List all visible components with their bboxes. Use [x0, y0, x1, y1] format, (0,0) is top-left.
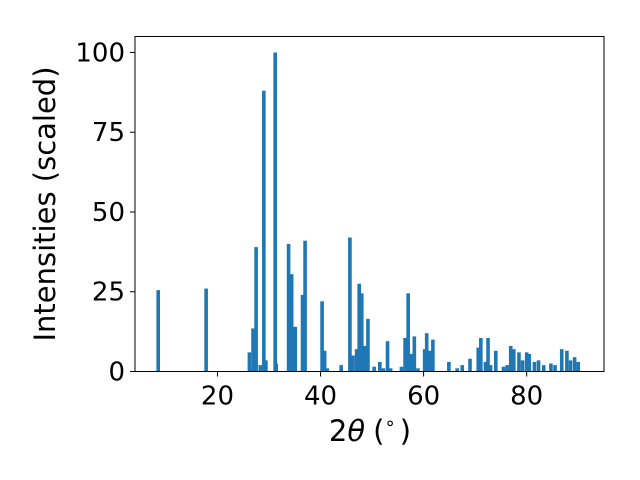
bar: [568, 360, 573, 372]
bar: [357, 283, 361, 372]
bar: [385, 341, 390, 372]
bar: [428, 350, 432, 372]
bars: [156, 52, 581, 372]
plot-frame: [134, 36, 605, 372]
bar: [572, 357, 577, 372]
bar: [300, 294, 305, 372]
bar: [565, 350, 569, 372]
y-tick-label: 25: [92, 278, 125, 308]
bar: [274, 363, 279, 372]
bar: [416, 368, 420, 372]
bar: [493, 350, 498, 372]
bar: [532, 361, 537, 372]
bar: [460, 365, 465, 372]
bar: [289, 274, 294, 372]
bar: [541, 365, 546, 372]
bar: [251, 328, 255, 372]
bar: [372, 366, 376, 372]
bar: [553, 365, 557, 372]
bar: [501, 366, 506, 372]
bar: [527, 353, 532, 372]
y-tick-label: 0: [108, 358, 125, 388]
bar: [488, 365, 493, 372]
bar: [381, 368, 386, 372]
bar: [486, 338, 490, 372]
bar: [512, 349, 516, 372]
bar: [468, 358, 472, 372]
bar: [508, 345, 513, 372]
bar: [424, 333, 429, 372]
bar: [520, 360, 525, 372]
bar: [254, 247, 258, 372]
bar: [273, 52, 277, 372]
bar: [325, 368, 330, 372]
bar: [204, 288, 208, 372]
bar: [339, 365, 343, 372]
x-axis-label: 2θ (∘): [329, 413, 411, 448]
bar: [399, 366, 404, 372]
x-axis-ticks: 20 40 60 80: [201, 371, 543, 412]
bar: [476, 347, 481, 372]
x-tick-label: 40: [304, 382, 337, 412]
bar: [286, 243, 291, 372]
bar: [247, 352, 252, 372]
bar: [264, 360, 268, 372]
bar: [359, 293, 364, 372]
bar: [576, 361, 581, 372]
bar: [536, 360, 541, 372]
bar: [322, 350, 327, 372]
x-tick-label: 80: [510, 382, 543, 412]
y-tick-label: 50: [92, 198, 125, 228]
bar: [447, 361, 451, 372]
bar: [431, 339, 435, 372]
bar: [262, 90, 266, 372]
bar: [403, 338, 407, 372]
bar: [412, 336, 417, 372]
bar: [455, 368, 459, 372]
bar: [258, 365, 263, 372]
bar: [559, 349, 564, 372]
bar: [293, 326, 298, 372]
y-axis-label: Intensities (scaled): [28, 66, 62, 341]
bar: [505, 365, 509, 372]
bar: [351, 355, 355, 372]
y-axis-ticks: 0 25 50 75 100: [75, 38, 135, 388]
bar: [303, 240, 307, 372]
bar: [363, 345, 367, 372]
x-tick-label: 60: [407, 382, 440, 412]
bar: [378, 361, 382, 372]
bar: [479, 338, 483, 372]
bar: [156, 290, 160, 372]
bar: [354, 349, 359, 372]
bar: [517, 352, 521, 372]
y-tick-label: 100: [75, 38, 125, 68]
bar: [549, 363, 553, 372]
bar: [388, 368, 393, 372]
bar: [348, 237, 352, 372]
bar: [409, 353, 414, 372]
bar: [524, 352, 529, 372]
y-tick-label: 75: [92, 118, 125, 148]
bar: [320, 301, 324, 372]
bar: [422, 349, 427, 372]
bar: [406, 293, 410, 372]
x-tick-label: 20: [201, 382, 234, 412]
bar: [366, 318, 370, 372]
bar: [483, 361, 488, 372]
